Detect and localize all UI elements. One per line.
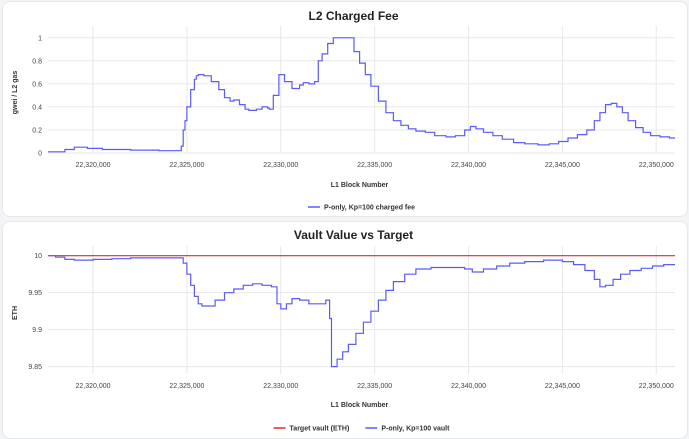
- x-tick-label: 22,335,000: [357, 383, 392, 390]
- y-tick-label: 0.4: [32, 104, 42, 111]
- legend-label-2: P-only, Kp=100 vault: [381, 426, 450, 433]
- series-line-2: [48, 255, 675, 368]
- y-tick-label: 9.95: [28, 290, 42, 297]
- x-tick-label: 22,320,000: [76, 383, 111, 390]
- x-tick-label: 22,340,000: [451, 383, 486, 390]
- x-tick-label: 22,340,000: [451, 162, 486, 169]
- y-tick-label: 10: [34, 253, 42, 260]
- fee-chart-card: L2 Charged Fee 0 0.2 0.4 0.6 0.8 1 22,320,000 22…: [2, 1, 688, 217]
- chart-title: Vault Value vs Target: [294, 228, 413, 242]
- x-tick-label: 22,320,000: [76, 162, 111, 169]
- legend[interactable]: P-only, Kp=100 charged fee: [307, 205, 415, 212]
- fee-chart: L2 Charged Fee 0 0.2 0.4 0.6 0.8 1 22,320,000 22…: [12, 9, 675, 212]
- y-axis-label: ETH: [12, 306, 19, 320]
- y-tick-label: 0: [38, 151, 42, 158]
- x-tick-label: 22,330,000: [263, 383, 298, 390]
- y-tick-label: 1: [38, 35, 42, 42]
- series-line-1: [48, 37, 675, 153]
- y-axis-label: gwei / L2 gas: [12, 71, 19, 115]
- legend-label-1: Target vault (ETH): [290, 426, 350, 433]
- y-tick-label: 9.9: [32, 327, 42, 334]
- y-tick-label: 0.2: [32, 127, 42, 134]
- chart-title: L2 Charged Fee: [308, 9, 398, 23]
- x-tick-label: 22,325,000: [169, 162, 204, 169]
- x-tick-label: 22,330,000: [263, 162, 298, 169]
- x-tick-label: 22,335,000: [357, 162, 392, 169]
- y-tick-label: 0.6: [32, 81, 42, 88]
- x-tick-label: 22,345,000: [545, 383, 580, 390]
- legend-label-1: P-only, Kp=100 charged fee: [324, 205, 415, 212]
- legend[interactable]: Target vault (ETH) P-only, Kp=100 vault: [273, 426, 451, 433]
- x-axis-label: L1 Block Number: [331, 402, 389, 409]
- y-tick-label: 9.85: [28, 364, 42, 371]
- y-tick-label: 0.8: [32, 58, 42, 65]
- x-tick-label: 22,325,000: [169, 383, 204, 390]
- vault-chart: Vault Value vs Target 9.85 9.9 9.95 10 22,320…: [12, 228, 675, 433]
- x-tick-label: 22,350,000: [639, 162, 674, 169]
- x-tick-label: 22,345,000: [545, 162, 580, 169]
- vault-chart-card: Vault Value vs Target 9.85 9.9 9.95 10 22,320…: [2, 221, 688, 439]
- x-axis-label: L1 Block Number: [331, 182, 389, 189]
- x-tick-label: 22,350,000: [639, 383, 674, 390]
